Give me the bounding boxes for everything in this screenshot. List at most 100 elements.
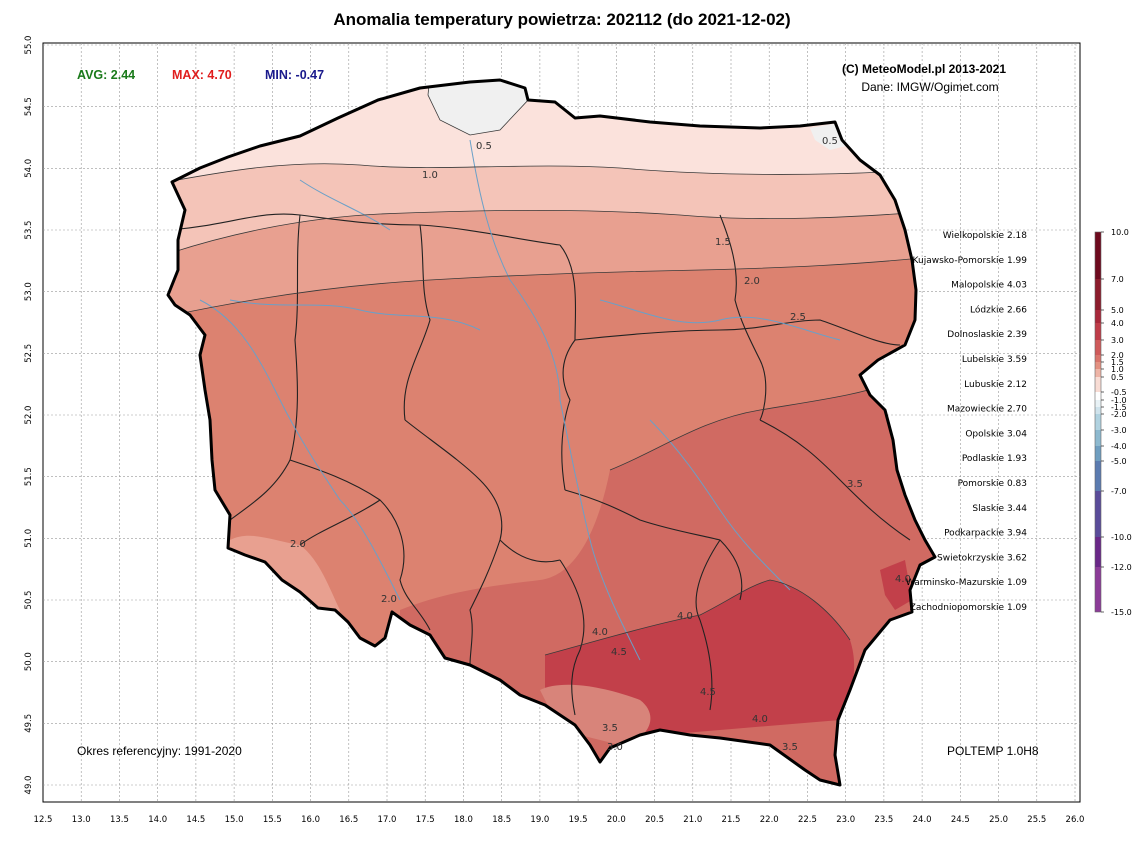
- contour-label: 4.0: [677, 611, 693, 622]
- border-9: [759, 419, 911, 541]
- region-anomaly-item: Warminsko-Mazurskie 1.09: [906, 578, 1027, 588]
- colorbar-label: -7.0: [1111, 487, 1127, 496]
- x-tick-label: 21.5: [722, 815, 741, 825]
- border-3: [229, 214, 301, 521]
- colorbar-label: -3.0: [1111, 426, 1127, 435]
- contour-4-0: [544, 579, 851, 656]
- x-tick-label: 24.5: [951, 815, 970, 825]
- contour-labels: 0.5 0.5 1.0 1.5 2.0 2.5 2.0 3.5 4.0 4.5 …: [290, 136, 911, 753]
- colorbar-segment: [1095, 461, 1101, 491]
- region-anomaly-item: Lubuskie 2.12: [964, 380, 1027, 390]
- colorbar-segment: [1095, 414, 1101, 430]
- river-warta: [229, 299, 481, 331]
- x-tick-label: 13.5: [110, 815, 129, 825]
- colorbar-segment: [1095, 430, 1101, 446]
- border-10: [289, 459, 431, 631]
- x-tick-label: 20.5: [645, 815, 664, 825]
- colorbar-segment: [1095, 377, 1101, 392]
- x-tick-label: 17.5: [416, 815, 435, 825]
- contour-label: 4.0: [752, 714, 768, 725]
- colorbar-segment: [1095, 369, 1101, 377]
- colorbar-label: 4.0: [1111, 319, 1124, 328]
- region-anomaly-item: Lódzkie 2.66: [970, 304, 1027, 315]
- contour-label: 4.5: [611, 647, 627, 658]
- region-anomaly-item: Kujawsko-Pomorskie 1.99: [913, 256, 1028, 266]
- colorbar-frame: [1094, 231, 1102, 613]
- colorbar-segment: [1095, 310, 1101, 323]
- region-anomaly-item: Swietokrzyskie 3.62: [937, 553, 1027, 563]
- border-2: [403, 224, 431, 421]
- band-east-spot: [880, 560, 912, 610]
- region-anomaly-item: Wielkopolskie 2.18: [943, 231, 1027, 241]
- x-tick-label: 12.5: [34, 815, 53, 825]
- y-tick-label: 54.5: [24, 97, 34, 116]
- river-vistula: [469, 139, 641, 661]
- border-14: [299, 499, 381, 546]
- border-4: [559, 244, 577, 491]
- border-8: [564, 489, 743, 601]
- contour-2-0: [168, 254, 935, 321]
- contour-3-0: [609, 379, 901, 471]
- band-below-0-5: [428, 80, 530, 135]
- colorbar-label: 3.0: [1111, 336, 1124, 345]
- x-tick-label: 22.0: [760, 815, 779, 825]
- contour-label: 2.0: [744, 276, 760, 287]
- x-tick-label: 26.0: [1066, 815, 1085, 825]
- rivers: [199, 139, 841, 661]
- colorbar-segment: [1095, 491, 1101, 537]
- contour-label: 2.5: [790, 312, 806, 323]
- border-6: [719, 214, 767, 421]
- x-tick-label: 22.5: [798, 815, 817, 825]
- max-stat: MAX: 4.70: [172, 68, 232, 82]
- contour-label: 2.0: [381, 594, 397, 605]
- colorbar-label: -15.0: [1111, 608, 1132, 617]
- contour-label: 4.0: [592, 627, 608, 638]
- region-anomaly-item: Opolskie 3.04: [965, 429, 1027, 439]
- y-tick-label: 49.0: [24, 776, 34, 795]
- region-anomaly-item: Zachodniopomorskie 1.09: [910, 603, 1028, 613]
- data-source-text: Dane: IMGW/Ogimet.com: [861, 80, 998, 94]
- colorbar-label: 5.0: [1111, 306, 1124, 315]
- contour-label: 0.5: [476, 141, 492, 152]
- colorbar-label: 10.0: [1111, 228, 1129, 237]
- x-tick-label: 21.0: [683, 815, 702, 825]
- colorbar-label: -2.0: [1111, 410, 1127, 419]
- colorbar-label: -5.0: [1111, 457, 1127, 466]
- y-tick-label: 50.0: [24, 652, 34, 671]
- colorbar-segment: [1095, 279, 1101, 310]
- region-anomaly-item: Lubelskie 3.59: [962, 355, 1027, 365]
- colorbar-segment: [1095, 355, 1101, 362]
- contour-label: 1.0: [422, 170, 438, 181]
- border-5: [574, 319, 901, 346]
- river-san: [649, 419, 791, 591]
- border-12: [559, 559, 585, 716]
- x-tick-label: 19.5: [569, 815, 588, 825]
- x-tick-label: 25.0: [989, 815, 1008, 825]
- voivodeship-borders: [169, 213, 911, 716]
- contour-label: 4.0: [895, 574, 911, 585]
- region-anomaly-item: Malopolskie 4.03: [951, 281, 1027, 291]
- x-axis-ticks: 12.5 13.0 13.5 14.0 14.5 15.0 15.5 16.0 16.5 17.0…: [34, 815, 1085, 825]
- region-anomaly-item: Podlaskie 1.93: [962, 454, 1027, 464]
- y-tick-label: 52.5: [24, 344, 34, 363]
- colorbar-label: -12.0: [1111, 563, 1132, 572]
- river-bug: [599, 299, 841, 341]
- copyright-text: (C) MeteoModel.pl 2013-2021: [842, 62, 1006, 76]
- border-7: [404, 419, 561, 563]
- band-1-1-5: [168, 163, 935, 260]
- x-tick-label: 14.5: [186, 815, 205, 825]
- y-tick-label: 54.0: [24, 159, 34, 178]
- contour-1-5: [168, 209, 935, 261]
- region-anomaly-item: Pomorskie 0.83: [958, 479, 1027, 489]
- contour-label: 3.0: [607, 742, 623, 753]
- x-tick-label: 16.5: [339, 815, 358, 825]
- colorbar-label: -1.0: [1111, 396, 1127, 405]
- y-tick-label: 53.5: [24, 221, 34, 240]
- contour-label: 2.0: [290, 539, 306, 550]
- x-tick-label: 15.0: [225, 815, 244, 825]
- x-tick-label: 19.0: [530, 815, 549, 825]
- reference-period-text: Okres referencyjny: 1991-2020: [77, 744, 242, 758]
- contour-label: 3.5: [847, 479, 863, 490]
- region-anomaly-item: Podkarpackie 3.94: [944, 529, 1027, 539]
